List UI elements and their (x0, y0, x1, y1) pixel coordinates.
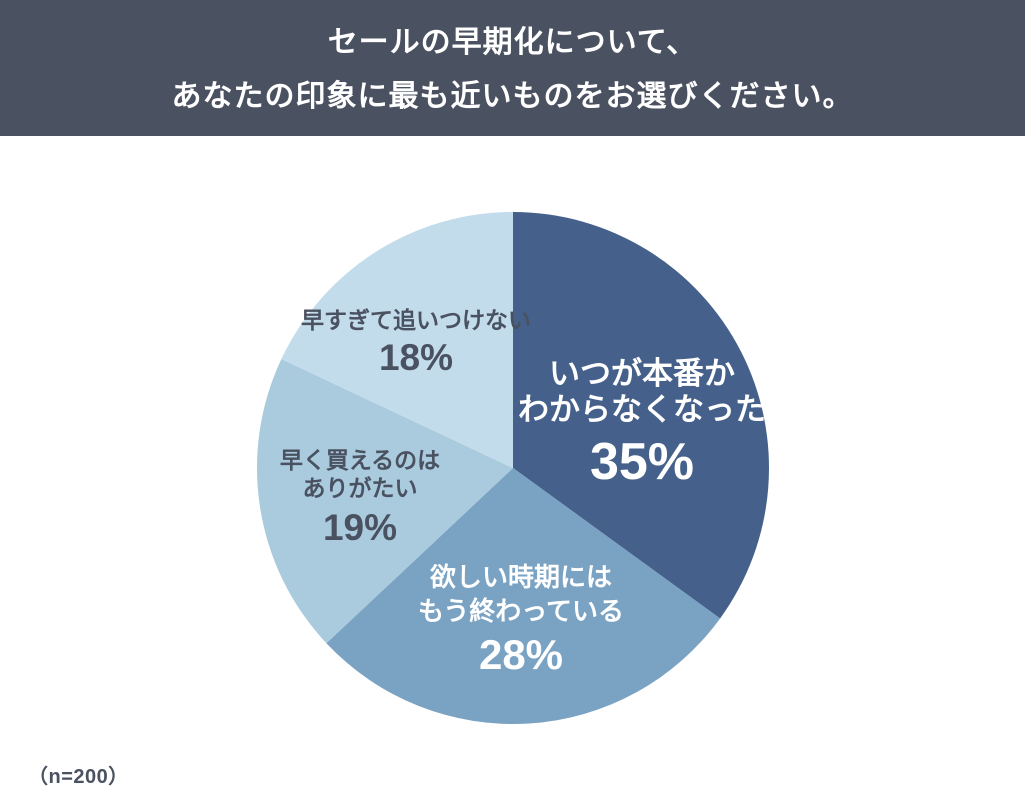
pie-label-segment-4: 早すぎて追いつけない 18% (301, 306, 531, 379)
segment-3-label: 早く買えるのは ありがたい (279, 447, 441, 501)
pie-slice-3 (256, 359, 513, 644)
segment-4-label: 早すぎて追いつけない (301, 307, 531, 333)
segment-2-label: 欲しい時期には もう終わっている (418, 562, 624, 626)
segment-4-value: 18% (378, 337, 454, 378)
pie-slice-2 (326, 468, 721, 724)
pie-label-segment-2: 欲しい時期には もう終わっている 28% (418, 560, 624, 678)
pie-slice-1 (513, 212, 769, 619)
segment-1-value: 35% (589, 433, 695, 491)
chart-title-line-2: あなたの印象に最も近いものをお選びください。 (171, 80, 854, 113)
sample-size-note: （n=200） (28, 766, 129, 788)
pie-slice-4 (281, 211, 513, 468)
segment-3-value: 19% (322, 507, 398, 548)
chart-title-banner: セールの早期化について、 あなたの印象に最も近いものをお選びください。 (0, 0, 1025, 136)
segment-2-value: 28% (478, 631, 564, 678)
pie-label-segment-3: 早く買えるのは ありがたい 19% (280, 446, 440, 549)
segment-1-label: いつが本番か わからなくなった (518, 356, 766, 427)
chart-title-line-1: セールの早期化について、 (327, 26, 698, 59)
pie-label-segment-1: いつが本番か わからなくなった 35% (518, 356, 766, 490)
